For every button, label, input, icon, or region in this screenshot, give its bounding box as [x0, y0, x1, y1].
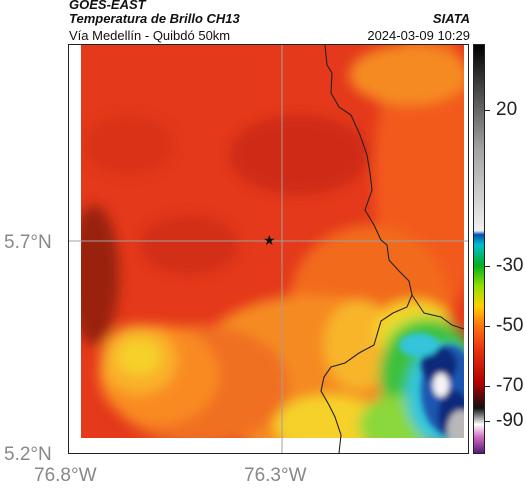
y-tick-label: 5.7°N	[4, 232, 52, 253]
boundary-line-east	[411, 294, 465, 330]
boundary-line	[320, 45, 413, 453]
timestamp: 2024-03-09 10:29	[367, 28, 470, 43]
edge-bottom	[69, 438, 468, 453]
satellite-source: GOES-EAST	[69, 0, 146, 12]
map-panel: ★	[68, 44, 469, 454]
field-yellow-w	[117, 339, 161, 375]
field-cyan-2	[399, 333, 439, 357]
field-darkred-3	[139, 215, 239, 275]
colorbar-tick	[485, 110, 490, 111]
colorbar-tick	[485, 266, 490, 267]
colorbar-label: 20	[496, 99, 518, 120]
field-core	[399, 333, 468, 450]
colorbar-tick	[485, 386, 490, 387]
colorbar	[473, 44, 485, 454]
colorbar-label: -90	[496, 410, 524, 431]
field-darkred-4	[84, 115, 174, 175]
agency-label: SIATA	[432, 11, 470, 26]
colorbar-label: -50	[496, 315, 524, 336]
brightness-temperature-map: ★	[69, 45, 468, 453]
colorbar-label: -70	[496, 375, 524, 396]
star-icon: ★	[263, 233, 276, 249]
field-layers	[69, 45, 468, 453]
colorbar-label: -30	[496, 255, 524, 276]
region-subtitle: Vía Medellín - Quibdó 50km	[69, 28, 231, 43]
product-title: Temperatura de Brillo CH13	[69, 11, 240, 26]
colorbar-gradient	[474, 45, 484, 453]
x-tick-label: 76.3°W	[244, 465, 307, 486]
field-white	[433, 373, 449, 397]
field-orange-ne	[349, 45, 468, 105]
x-tick-label: 76.8°W	[34, 465, 97, 486]
field-navy-1	[421, 347, 457, 383]
field-darkred-1	[229, 115, 369, 195]
colorbar-tick	[485, 421, 490, 422]
field-darkred-2	[69, 205, 119, 345]
colorbar-tick	[485, 326, 490, 327]
y-tick-label: 5.2°N	[4, 444, 52, 465]
edge-right	[464, 45, 468, 453]
edge-left	[69, 45, 81, 453]
